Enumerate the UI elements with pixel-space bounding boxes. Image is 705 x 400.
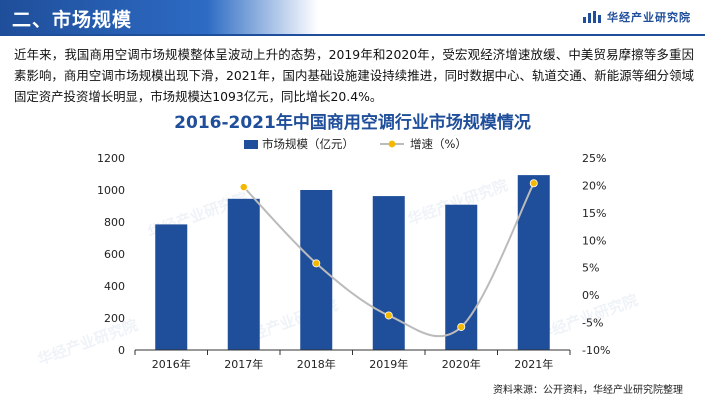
x-tick-label: 2017年 — [224, 357, 263, 370]
y-left-tick-label: 600 — [104, 248, 125, 261]
y-left-tick-label: 800 — [104, 216, 125, 229]
brand: 华经产业研究院 — [583, 9, 691, 25]
brand-name: 华经产业研究院 — [607, 11, 691, 24]
bar — [155, 224, 188, 350]
intro-paragraph: 近年来，我国商用空调市场规模整体呈波动上升的态势，2019年和2020年，受宏观… — [14, 47, 694, 104]
growth-point — [384, 311, 393, 320]
y-left-tick-label: 400 — [104, 280, 125, 293]
x-tick-label: 2018年 — [297, 357, 336, 370]
y-right-tick-label: -5% — [582, 317, 603, 330]
bar — [227, 198, 260, 350]
bar — [300, 190, 333, 350]
legend-bar-label: 市场规模（亿元） — [262, 137, 354, 151]
x-tick-label: 2020年 — [442, 357, 481, 370]
y-right-tick-label: 10% — [582, 234, 606, 247]
y-left-tick-label: 1200 — [97, 152, 125, 165]
y-left-tick-label: 200 — [104, 312, 125, 325]
brand-logo-icon — [583, 11, 601, 23]
legend-bar-swatch — [244, 140, 258, 149]
bar — [517, 175, 550, 350]
y-left-tick-label: 0 — [118, 344, 125, 357]
y-left-tick-label: 1000 — [97, 184, 125, 197]
header-divider — [0, 34, 705, 36]
growth-point — [239, 183, 248, 192]
chart-title: 2016-2021年中国商用空调行业市场规模情况 — [174, 113, 531, 133]
bar — [372, 196, 405, 350]
growth-point — [529, 179, 538, 188]
growth-point — [457, 322, 466, 331]
header-bar — [0, 0, 318, 34]
x-tick-label: 2019年 — [369, 357, 408, 370]
y-right-tick-label: 15% — [582, 207, 606, 220]
y-right-tick-label: 25% — [582, 152, 606, 165]
page-title: 二、市场规模 — [12, 9, 133, 31]
x-tick-label: 2016年 — [152, 357, 191, 370]
y-right-tick-label: 0% — [582, 289, 599, 302]
y-right-tick-label: 5% — [582, 262, 599, 275]
y-right-tick-label: -10% — [582, 344, 610, 357]
growth-point — [312, 259, 321, 268]
y-right-tick-label: 20% — [582, 179, 606, 192]
legend-line-label: 增速（%） — [410, 137, 467, 151]
header: 二、市场规模 华经产业研究院 — [0, 0, 705, 36]
legend-line-marker — [388, 140, 396, 148]
source-note: 资料来源：公开资料，华经产业研究院整理 — [493, 385, 683, 396]
x-tick-label: 2021年 — [514, 357, 553, 370]
